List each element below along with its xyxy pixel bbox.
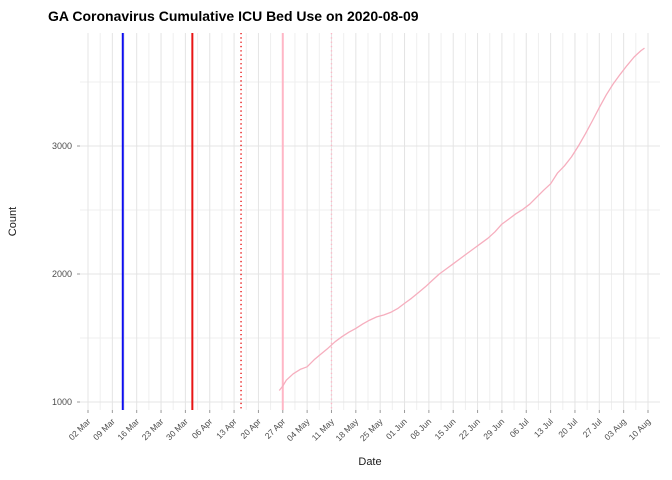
x-axis-tick-label: 15 Jun: [433, 416, 458, 441]
x-axis-tick-label: 22 Jun: [457, 416, 482, 441]
x-axis-title: Date: [358, 456, 381, 468]
x-axis-tick-label: 23 Mar: [140, 416, 166, 442]
x-axis-tick-label: 25 May: [358, 416, 385, 443]
x-axis-tick-label: 02 Mar: [67, 416, 93, 442]
y-axis-tick-label: 1000: [52, 397, 72, 407]
chart-title: GA Coronavirus Cumulative ICU Bed Use on…: [48, 8, 419, 24]
x-axis-tick-label: 16 Mar: [115, 416, 141, 442]
x-axis-tick-label: 20 Apr: [238, 416, 263, 441]
x-axis-tick-label: 04 May: [285, 416, 312, 443]
x-axis-tick-label: 06 Apr: [190, 416, 215, 441]
x-axis-tick-label: 08 Jun: [408, 416, 433, 441]
x-axis-tick-label: 30 Mar: [164, 416, 190, 442]
x-axis-tick-label: 11 May: [310, 416, 337, 443]
y-axis-tick-label: 3000: [52, 141, 72, 151]
x-axis-tick-label: 27 Jul: [581, 416, 604, 439]
x-axis-tick-label: 09 Mar: [91, 416, 117, 442]
x-axis-tick-label: 13 Apr: [214, 416, 239, 441]
x-axis-tick-label: 06 Jul: [508, 416, 531, 439]
x-axis-tick-label: 01 Jun: [384, 416, 409, 441]
x-axis-tick-label: 27 Apr: [263, 416, 288, 441]
x-axis-tick-label: 29 Jun: [481, 416, 506, 441]
icu-series-line: [278, 47, 645, 391]
y-axis-tick-label: 2000: [52, 269, 72, 279]
x-axis-tick-label: 13 Jul: [532, 416, 555, 439]
x-axis-tick-label: 03 Aug: [602, 416, 628, 442]
x-axis-tick-label: 20 Jul: [556, 416, 579, 439]
x-axis-tick-label: 18 May: [333, 416, 360, 443]
y-axis-title: Count: [7, 207, 19, 236]
x-axis-tick-label: 10 Aug: [627, 416, 653, 442]
